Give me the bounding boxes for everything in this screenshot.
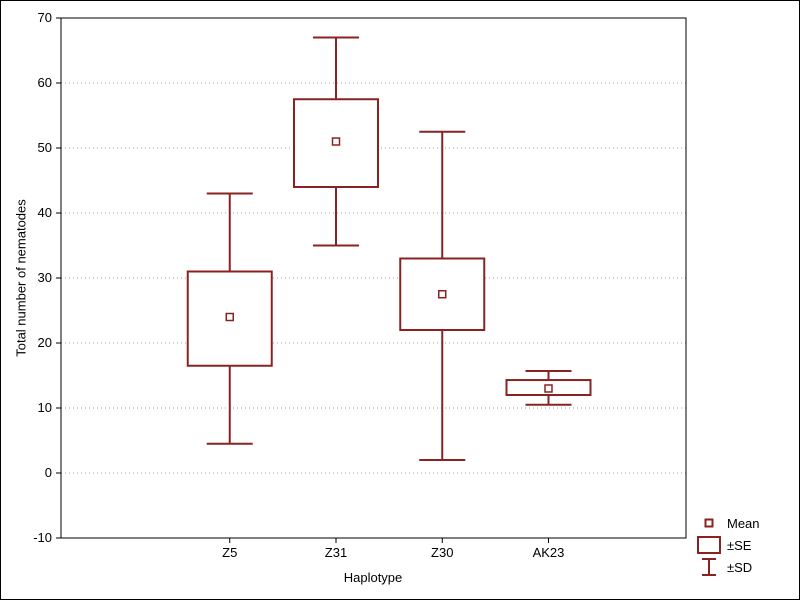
x-tick-label: Z31 — [325, 545, 347, 560]
y-tick-label: 20 — [38, 335, 52, 350]
legend: Mean ±SE ±SD — [695, 512, 760, 578]
y-tick-label: 0 — [45, 465, 52, 480]
x-tick-label: Z5 — [222, 545, 237, 560]
y-tick-label: 50 — [38, 140, 52, 155]
y-axis-title: Total number of nematodes — [13, 199, 29, 357]
legend-label-sd: ±SD — [727, 559, 753, 575]
x-axis-title: Haplotype — [343, 570, 403, 585]
legend-label-mean: Mean — [727, 515, 760, 531]
y-tick-label: 30 — [38, 270, 52, 285]
mean-marker — [544, 384, 553, 393]
legend-label-se: ±SE — [727, 537, 752, 553]
mean-marker — [438, 290, 447, 299]
mean-marker — [331, 137, 341, 146]
y-tick-label: 70 — [38, 10, 52, 25]
x-tick-label: Z30 — [431, 545, 453, 560]
legend-item-se: ±SE — [695, 534, 760, 556]
x-tick-label: AK23 — [533, 545, 565, 560]
mean-marker-icon — [695, 517, 723, 529]
legend-item-sd: ±SD — [695, 556, 760, 578]
mean-marker — [225, 312, 234, 322]
y-tick-label: 10 — [38, 400, 52, 415]
y-tick-label: -10 — [33, 530, 52, 545]
y-tick-label: 40 — [38, 205, 52, 220]
legend-item-mean: Mean — [695, 512, 760, 534]
se-box-icon — [695, 536, 723, 554]
sd-whisker-icon — [695, 557, 723, 577]
y-tick-label: 60 — [38, 75, 52, 90]
